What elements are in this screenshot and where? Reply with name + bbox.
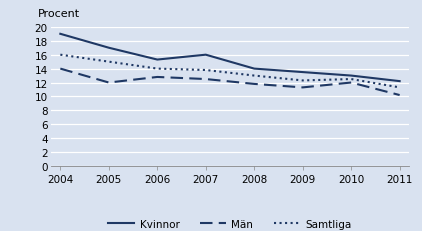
Män: [203, 78, 208, 81]
Legend: Kvinnor, Män, Samtliga: Kvinnor, Män, Samtliga: [104, 215, 356, 231]
Män: [397, 94, 402, 97]
Kvinnor: [349, 75, 354, 78]
Män: [155, 76, 160, 79]
Kvinnor: [252, 68, 257, 71]
Samtliga: [252, 75, 257, 78]
Samtliga: [106, 61, 111, 64]
Män: [252, 83, 257, 86]
Line: Män: Män: [60, 69, 400, 96]
Samtliga: [349, 78, 354, 81]
Line: Kvinnor: Kvinnor: [60, 35, 400, 82]
Kvinnor: [155, 59, 160, 62]
Män: [106, 82, 111, 85]
Samtliga: [203, 69, 208, 72]
Samtliga: [155, 68, 160, 71]
Samtliga: [397, 87, 402, 89]
Kvinnor: [203, 54, 208, 57]
Text: Procent: Procent: [38, 9, 80, 19]
Kvinnor: [300, 71, 305, 74]
Samtliga: [300, 80, 305, 82]
Män: [58, 68, 63, 71]
Samtliga: [58, 54, 63, 57]
Män: [300, 87, 305, 89]
Kvinnor: [397, 80, 402, 83]
Line: Samtliga: Samtliga: [60, 55, 400, 88]
Kvinnor: [106, 47, 111, 50]
Kvinnor: [58, 33, 63, 36]
Män: [349, 82, 354, 85]
